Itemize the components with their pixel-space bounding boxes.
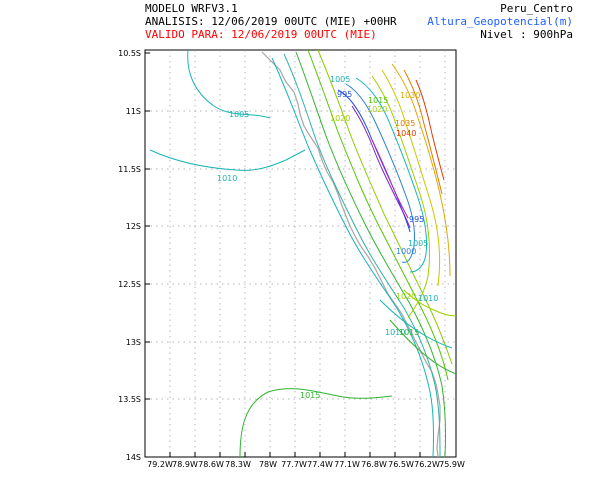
contour-1010-west bbox=[149, 149, 306, 171]
lat-label: 12S bbox=[126, 222, 141, 231]
contour-label: 1010 bbox=[385, 328, 405, 337]
lat-label: 10.5S bbox=[118, 49, 141, 58]
lon-label: 78W bbox=[259, 460, 277, 469]
contour-coast-3 bbox=[295, 51, 447, 458]
contour-990 bbox=[351, 105, 411, 229]
lon-label: 78.3W bbox=[225, 460, 251, 469]
contour-label: 1005 bbox=[229, 110, 249, 119]
level-label: Nivel : 900hPa bbox=[480, 28, 573, 41]
lat-label: 12.5S bbox=[118, 280, 141, 289]
lon-label: 75.9W bbox=[439, 460, 465, 469]
coastline bbox=[261, 51, 441, 458]
contour-1030 bbox=[391, 63, 451, 277]
lon-label: 76.5W bbox=[388, 460, 414, 469]
lat-label: 13.5S bbox=[118, 395, 141, 404]
lon-label: 77.1W bbox=[334, 460, 360, 469]
lon-label: 76.2W bbox=[414, 460, 440, 469]
contour-1020-east bbox=[371, 75, 431, 319]
contour-1005-west bbox=[187, 49, 271, 119]
lat-label: 13S bbox=[126, 338, 141, 347]
contour-label: 1005 bbox=[408, 239, 428, 248]
lat-lon-grid bbox=[145, 50, 456, 457]
valid-date-label: VALIDO PARA: 12/06/2019 00UTC (MIE) bbox=[145, 28, 377, 41]
analysis-label: ANALISIS: 12/06/2019 00UTC (MIE) +00HR bbox=[145, 15, 397, 28]
contour-label: 995 bbox=[337, 90, 352, 99]
contour-labels: 1005 1010 1015 1005 995 1015 1020 1030 1… bbox=[217, 75, 438, 400]
domain-label: Peru_Centro bbox=[500, 2, 573, 15]
contour-label: 1015 bbox=[368, 96, 388, 105]
map-frame bbox=[144, 49, 457, 458]
contour-coast-1 bbox=[271, 57, 435, 458]
contour-label: 1010 bbox=[217, 174, 237, 183]
contour-985 bbox=[371, 139, 409, 219]
contour-label: 1020 bbox=[367, 105, 387, 114]
contour-1035 bbox=[403, 69, 443, 195]
contour-coast-4 bbox=[307, 49, 449, 381]
model-label: MODELO WRFV3.1 bbox=[145, 2, 238, 15]
lon-label: 78.6W bbox=[198, 460, 224, 469]
lon-label: 77.7W bbox=[281, 460, 307, 469]
contour-1015-south bbox=[239, 388, 393, 458]
contour-1040 bbox=[415, 79, 445, 181]
contour-label: 1005 bbox=[330, 75, 350, 84]
contour-label: 1000 bbox=[396, 247, 416, 256]
lon-label: 78.9W bbox=[172, 460, 198, 469]
lat-label: 11.5S bbox=[118, 165, 141, 174]
lon-label: 79.2W bbox=[147, 460, 173, 469]
lon-label: 77.4W bbox=[307, 460, 333, 469]
latitude-labels: 10.5S 11S 11.5S 12S 12.5S 13S 13.5S 14S bbox=[118, 49, 141, 462]
contour-label: 1015 bbox=[399, 328, 419, 337]
contour-label: 1030 bbox=[400, 91, 420, 100]
longitude-labels: 79.2W 78.9W 78.6W 78.3W 78W 77.7W 77.4W … bbox=[147, 460, 465, 469]
lat-label: 14S bbox=[126, 453, 141, 462]
contour-1025 bbox=[381, 69, 441, 287]
contour-label: 1015 bbox=[300, 391, 320, 400]
variable-label: Altura_Geopotencial(m) bbox=[427, 15, 573, 28]
contour-label: 1020 bbox=[396, 292, 416, 301]
contour-coast-5 bbox=[317, 49, 453, 365]
lon-label: 76.8W bbox=[361, 460, 387, 469]
contour-label: 995 bbox=[409, 215, 424, 224]
contour-label: 1020 bbox=[330, 114, 350, 123]
contour-label: 1010 bbox=[418, 294, 438, 303]
contour-1005-east bbox=[355, 77, 427, 273]
contour-1000 bbox=[345, 83, 415, 263]
contour-1020-south-east bbox=[403, 289, 457, 317]
contour-1015-south-east bbox=[389, 319, 457, 375]
contour-coast-2 bbox=[283, 53, 441, 458]
contour-label: 1040 bbox=[396, 129, 416, 138]
contour-1010-south bbox=[379, 299, 453, 349]
geopotential-contours bbox=[149, 49, 457, 458]
contour-label: 1035 bbox=[395, 119, 415, 128]
lat-label: 11S bbox=[126, 107, 141, 116]
